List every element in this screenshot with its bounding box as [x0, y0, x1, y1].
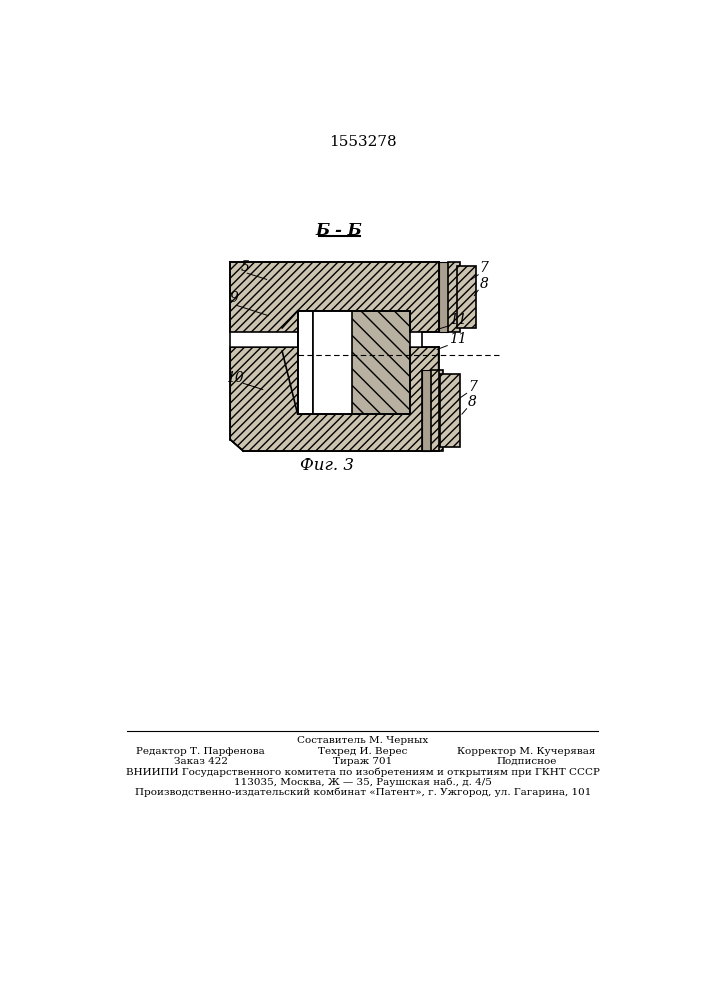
Text: 5: 5	[240, 260, 249, 274]
Polygon shape	[230, 262, 438, 332]
Text: Б - Б: Б - Б	[315, 222, 362, 239]
Text: Тираж 701: Тираж 701	[333, 757, 392, 766]
Text: 10: 10	[226, 371, 244, 385]
Text: 8: 8	[480, 277, 489, 291]
Polygon shape	[230, 347, 438, 451]
Polygon shape	[438, 262, 448, 332]
Polygon shape	[457, 266, 476, 328]
Text: ВНИИПИ Государственного комитета по изобретениям и открытиям при ГКНТ СССР: ВНИИПИ Государственного комитета по изоб…	[126, 767, 600, 777]
Text: 1553278: 1553278	[329, 135, 397, 149]
Polygon shape	[431, 370, 443, 451]
Text: 9: 9	[230, 291, 238, 305]
Text: Техред И. Верес: Техред И. Верес	[318, 747, 407, 756]
Text: Заказ 422: Заказ 422	[174, 757, 228, 766]
Text: Подписное: Подписное	[496, 757, 556, 766]
Text: 7: 7	[468, 380, 477, 394]
Polygon shape	[448, 262, 460, 332]
Text: Фиг. 3: Фиг. 3	[300, 457, 354, 474]
Text: 113035, Москва, Ж — 35, Раушская наб., д. 4/5: 113035, Москва, Ж — 35, Раушская наб., д…	[234, 777, 491, 787]
Polygon shape	[298, 311, 313, 414]
Text: 7: 7	[480, 261, 489, 275]
Text: Корректор М. Кучерявая: Корректор М. Кучерявая	[457, 747, 595, 756]
Text: 8: 8	[468, 395, 477, 409]
Polygon shape	[421, 370, 431, 451]
Polygon shape	[313, 311, 352, 414]
Text: 11: 11	[449, 313, 467, 327]
Polygon shape	[440, 374, 460, 447]
Text: Производственно-издательский комбинат «Патент», г. Ужгород, ул. Гагарина, 101: Производственно-издательский комбинат «П…	[134, 787, 591, 797]
Text: Составитель М. Черных: Составитель М. Черных	[297, 736, 428, 745]
Text: 11: 11	[449, 332, 467, 346]
Polygon shape	[298, 311, 410, 414]
Text: Редактор Т. Парфенова: Редактор Т. Парфенова	[136, 747, 265, 756]
